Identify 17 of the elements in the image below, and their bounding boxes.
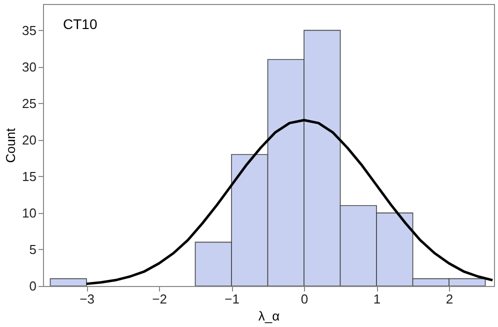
annotation: CT10 bbox=[63, 16, 98, 32]
y-tick-label: 25 bbox=[22, 96, 36, 111]
y-axis-title: Count bbox=[3, 128, 18, 163]
x-tick-label: −1 bbox=[224, 292, 240, 306]
x-tick-label: 1 bbox=[373, 292, 381, 306]
y-tick-label: 15 bbox=[22, 168, 36, 184]
x-axis-title: λ_α bbox=[258, 308, 280, 324]
x-tick-label: 0 bbox=[300, 292, 308, 306]
y-tick-label: 35 bbox=[22, 22, 36, 38]
y-tick-label: 0 bbox=[29, 278, 36, 294]
y-tick-label: 10 bbox=[22, 205, 36, 220]
y-tick-label: 30 bbox=[22, 59, 36, 74]
x-tick-label: −3 bbox=[80, 292, 94, 306]
x-tick-label: −2 bbox=[152, 292, 167, 306]
y-tick-label: 5 bbox=[29, 242, 36, 257]
x-tick-label: 2 bbox=[446, 292, 454, 306]
y-tick-label: 20 bbox=[22, 132, 36, 148]
